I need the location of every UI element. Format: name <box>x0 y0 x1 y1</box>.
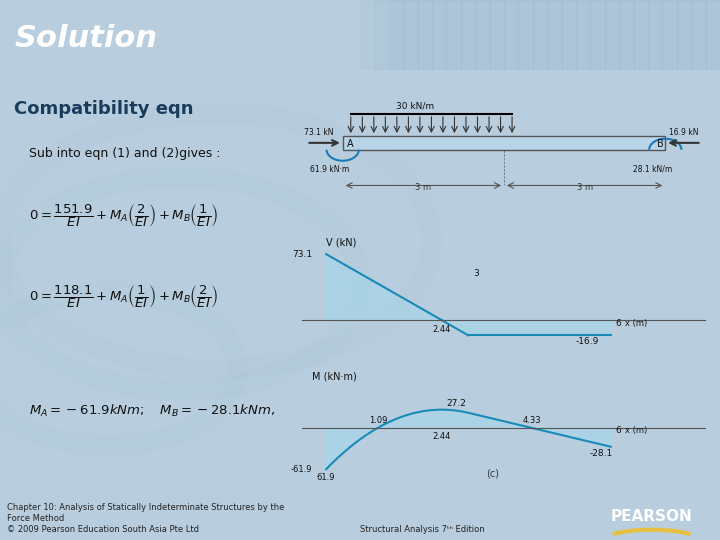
Text: Compatibility eqn: Compatibility eqn <box>14 100 194 118</box>
Text: 30 kN/m: 30 kN/m <box>396 102 434 111</box>
Bar <box>691 0 720 70</box>
Bar <box>533 0 576 70</box>
Bar <box>490 0 533 70</box>
Text: 3 m: 3 m <box>577 183 593 192</box>
Bar <box>418 0 461 70</box>
Bar <box>461 0 504 70</box>
Text: 61.9 kN·m: 61.9 kN·m <box>310 165 350 174</box>
Text: $0 = \dfrac{118.1}{EI} + M_A\left(\dfrac{1}{EI}\right) + M_B\left(\dfrac{2}{EI}\: $0 = \dfrac{118.1}{EI} + M_A\left(\dfrac… <box>29 284 218 310</box>
Text: $0 = \dfrac{151.9}{EI} + M_A\left(\dfrac{2}{EI}\right) + M_B\left(\dfrac{1}{EI}\: $0 = \dfrac{151.9}{EI} + M_A\left(\dfrac… <box>29 202 218 230</box>
Text: © 2009 Pearson Education South Asia Pte Ltd: © 2009 Pearson Education South Asia Pte … <box>7 525 199 534</box>
Text: (c): (c) <box>486 468 499 478</box>
Text: Chapter 10: Analysis of Statically Indeterminate Structures by the
Force Method: Chapter 10: Analysis of Statically Indet… <box>7 503 284 523</box>
Text: 2.44: 2.44 <box>433 325 451 334</box>
Text: PEARSON: PEARSON <box>611 509 693 524</box>
Polygon shape <box>326 254 442 320</box>
Text: V (kN): V (kN) <box>326 238 356 248</box>
Text: B: B <box>657 139 664 149</box>
Text: -16.9: -16.9 <box>575 337 599 346</box>
Bar <box>619 0 662 70</box>
Text: Sub into eqn (1) and (2)gives :: Sub into eqn (1) and (2)gives : <box>29 147 220 160</box>
Bar <box>648 0 691 70</box>
Text: 61.9: 61.9 <box>317 474 336 482</box>
Text: A: A <box>347 139 354 149</box>
Text: 3 m: 3 m <box>415 183 431 192</box>
Text: x (m): x (m) <box>625 319 647 328</box>
Text: 6: 6 <box>616 426 621 435</box>
Text: 28.1 kN/m: 28.1 kN/m <box>633 165 672 174</box>
Text: M (kN·m): M (kN·m) <box>312 372 356 381</box>
Bar <box>475 0 518 70</box>
Polygon shape <box>442 320 611 335</box>
Text: 73.1 kN: 73.1 kN <box>305 127 334 137</box>
Text: 6: 6 <box>616 319 621 328</box>
Text: Structural Analysis 7ᵗʰ Edition: Structural Analysis 7ᵗʰ Edition <box>360 525 485 534</box>
Bar <box>360 0 403 70</box>
Bar <box>403 0 446 70</box>
Text: 73.1: 73.1 <box>292 249 312 259</box>
Bar <box>634 0 677 70</box>
Text: 27.2: 27.2 <box>446 399 467 408</box>
Text: 3: 3 <box>473 269 479 279</box>
Text: Solution: Solution <box>14 24 158 53</box>
Bar <box>432 0 475 70</box>
Bar <box>590 0 634 70</box>
Bar <box>576 0 619 70</box>
Bar <box>662 0 706 70</box>
Bar <box>518 0 562 70</box>
Bar <box>374 0 418 70</box>
Bar <box>446 0 490 70</box>
Bar <box>605 0 648 70</box>
Text: 2.44: 2.44 <box>433 432 451 441</box>
Bar <box>547 0 590 70</box>
Text: 16.9 kN: 16.9 kN <box>670 127 699 137</box>
Bar <box>504 0 547 70</box>
Bar <box>389 0 432 70</box>
Text: x (m): x (m) <box>625 426 647 435</box>
Text: $M_A = -61.9kNm; \quad M_B = -28.1kNm,$: $M_A = -61.9kNm; \quad M_B = -28.1kNm,$ <box>29 403 275 419</box>
Bar <box>343 136 665 150</box>
Bar <box>562 0 605 70</box>
Bar <box>706 0 720 70</box>
Text: -61.9: -61.9 <box>290 465 312 474</box>
Text: 1.09: 1.09 <box>369 416 387 425</box>
Text: -28.1: -28.1 <box>590 449 613 458</box>
Bar <box>677 0 720 70</box>
Text: 4.33: 4.33 <box>522 416 541 425</box>
